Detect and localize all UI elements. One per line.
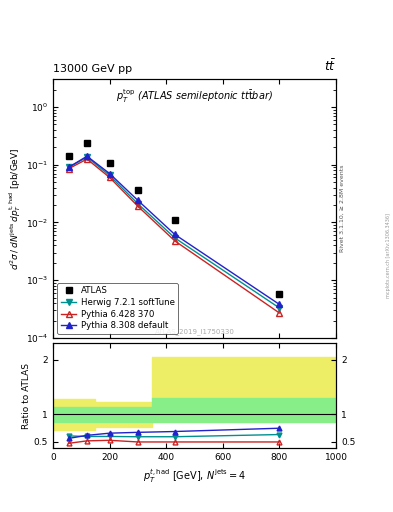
Pythia 6.428 370 [107, 175, 112, 181]
Pythia 6.428 370 [136, 203, 140, 209]
ATLAS [277, 291, 282, 297]
Text: ATLAS_2019_I1750330: ATLAS_2019_I1750330 [154, 329, 235, 335]
Pythia 8.308 default [277, 302, 282, 308]
ATLAS [107, 160, 112, 166]
Text: 13000 GeV pp: 13000 GeV pp [53, 64, 132, 74]
X-axis label: $p_T^{t,\rm had}$ [GeV], $N^{\rm jets} = 4$: $p_T^{t,\rm had}$ [GeV], $N^{\rm jets} =… [143, 467, 246, 484]
Pythia 8.308 default [84, 153, 89, 159]
Text: $p_T^{\rm top}$ (ATLAS semileptonic tt$\bar{{\rm t}}$bar): $p_T^{\rm top}$ (ATLAS semileptonic tt$\… [116, 87, 273, 105]
Text: $t\bar{t}$: $t\bar{t}$ [324, 59, 336, 74]
Y-axis label: Ratio to ATLAS: Ratio to ATLAS [22, 362, 31, 429]
Line: Pythia 8.308 default: Pythia 8.308 default [66, 154, 282, 307]
ATLAS [84, 140, 89, 146]
Text: mcplots.cern.ch [arXiv:1306.3436]: mcplots.cern.ch [arXiv:1306.3436] [386, 214, 391, 298]
Herwig 7.2.1 softTune [173, 235, 177, 241]
Line: ATLAS: ATLAS [65, 139, 283, 298]
Herwig 7.2.1 softTune [107, 173, 112, 179]
Herwig 7.2.1 softTune [84, 154, 89, 160]
Pythia 6.428 370 [277, 310, 282, 316]
Herwig 7.2.1 softTune [277, 305, 282, 311]
Line: Herwig 7.2.1 softTune: Herwig 7.2.1 softTune [66, 154, 282, 311]
Line: Pythia 6.428 370: Pythia 6.428 370 [66, 156, 282, 316]
Legend: ATLAS, Herwig 7.2.1 softTune, Pythia 6.428 370, Pythia 8.308 default: ATLAS, Herwig 7.2.1 softTune, Pythia 6.4… [57, 283, 178, 334]
Herwig 7.2.1 softTune [136, 201, 140, 207]
Pythia 6.428 370 [84, 156, 89, 162]
Pythia 8.308 default [136, 198, 140, 204]
Herwig 7.2.1 softTune [66, 164, 71, 170]
Pythia 8.308 default [66, 164, 71, 170]
Pythia 8.308 default [107, 170, 112, 177]
Y-axis label: Rivet 3.1.10, ≥ 2.8M events: Rivet 3.1.10, ≥ 2.8M events [340, 165, 345, 252]
Pythia 8.308 default [173, 231, 177, 238]
ATLAS [66, 153, 71, 159]
ATLAS [136, 187, 140, 194]
Y-axis label: $d^2\sigma\,/\,dN^{\rm jets}\,dp_T^{\rm t,had}$ [pb/GeV]: $d^2\sigma\,/\,dN^{\rm jets}\,dp_T^{\rm … [7, 147, 23, 270]
Pythia 6.428 370 [173, 238, 177, 244]
ATLAS [173, 217, 177, 223]
Pythia 6.428 370 [66, 166, 71, 172]
